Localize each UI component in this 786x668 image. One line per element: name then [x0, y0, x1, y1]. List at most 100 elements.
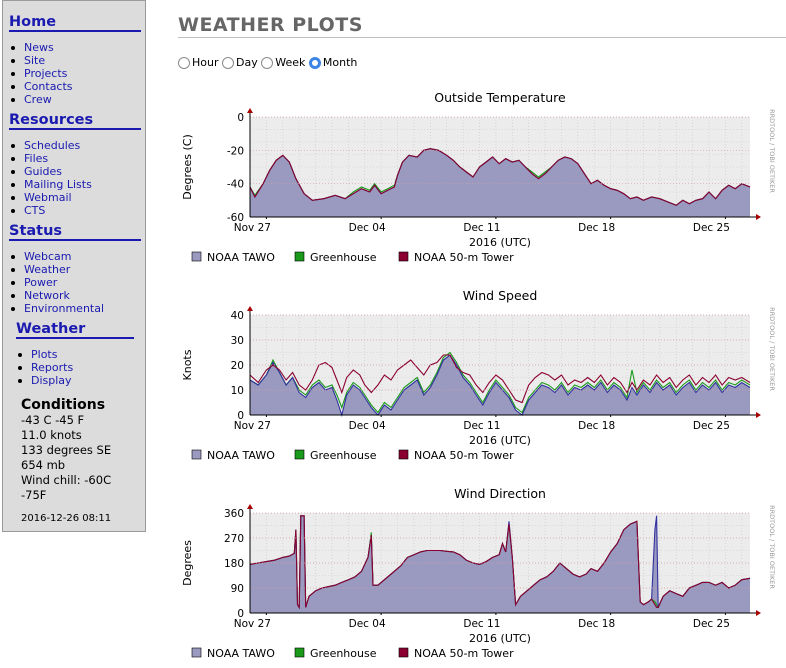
nav-section-home[interactable]: Home [9, 14, 141, 32]
x-tick-label: Nov 27 [234, 618, 271, 630]
legend-swatch-noaa-50-m-tower [398, 449, 409, 460]
legend-swatch-greenhouse [294, 251, 305, 262]
nav-item-files[interactable]: Files [10, 152, 92, 165]
nav-list-weather: Plots Reports Display [17, 348, 73, 387]
x-tick-label: Dec 11 [463, 222, 500, 234]
nav-item-cts[interactable]: CTS [10, 204, 92, 217]
conditions-temperature: -43 C -45 F [21, 413, 85, 427]
legend-swatch-greenhouse [294, 647, 305, 658]
series-area-noaa-tawo [250, 355, 750, 415]
range-week-radio[interactable]: Week [261, 56, 305, 69]
x-tick-label: Dec 25 [693, 618, 730, 630]
y-tick-label: -60 [227, 212, 244, 224]
page-title: WEATHER PLOTS [178, 14, 363, 36]
nav-item-guides[interactable]: Guides [10, 165, 92, 178]
nav-item-power[interactable]: Power [10, 276, 104, 289]
radio-selected-icon[interactable] [308, 56, 321, 69]
range-day-radio[interactable]: Day [222, 56, 258, 69]
legend-label-noaa-50-m-tower: NOAA 50-m Tower [414, 449, 514, 462]
nav-item-reports[interactable]: Reports [17, 361, 73, 374]
x-axis-arrow-icon [756, 214, 761, 220]
legend-swatch-noaa-tawo [191, 449, 202, 460]
x-tick-label: Nov 27 [234, 222, 271, 234]
y-tick-label: 0 [237, 410, 244, 422]
series-line-noaa-50-m-tower [249, 515, 751, 610]
x-tick-label: Dec 04 [349, 618, 386, 630]
radio-icon[interactable] [261, 56, 274, 69]
y-axis-arrow-icon [247, 306, 253, 311]
series-line-noaa-tawo [249, 354, 751, 418]
series-line-noaa-50-m-tower [249, 354, 751, 404]
series-area-noaa-tawo [250, 148, 750, 217]
x-tick-label: Dec 18 [578, 222, 615, 234]
legend-label-noaa-50-m-tower: NOAA 50-m Tower [414, 647, 514, 660]
chart-title: Outside Temperature [434, 90, 566, 105]
x-tick-label: Dec 25 [693, 420, 730, 432]
y-tick-label: 30 [231, 335, 244, 347]
conditions-panel: Conditions -43 C -45 F 11.0 knots 133 de… [21, 397, 146, 524]
y-tick-label: -20 [227, 145, 244, 157]
legend-swatch-noaa-tawo [191, 251, 202, 262]
series-line-noaa-50-m-tower [249, 148, 751, 206]
nav-item-webmail[interactable]: Webmail [10, 191, 92, 204]
x-tick-label: Dec 11 [463, 420, 500, 432]
y-tick-label: 360 [224, 508, 244, 520]
legend-label-greenhouse: Greenhouse [310, 449, 377, 462]
nav-list-home: News Site Projects Contacts Crew [10, 41, 73, 106]
conditions-timestamp: 2016-12-26 08:11 [21, 513, 112, 524]
nav-item-display[interactable]: Display [17, 374, 73, 387]
nav-section-resources[interactable]: Resources [9, 112, 141, 130]
range-hour-radio[interactable]: Hour [178, 56, 219, 69]
legend-label-noaa-tawo: NOAA TAWO [207, 251, 275, 264]
chart-wind-speed: Wind Speed 0 10 20 30 40 Nov 27 Dec 04 Dec 11 Dec… [181, 288, 776, 462]
nav-item-environmental[interactable]: Environmental [10, 302, 104, 315]
series-line-greenhouse [249, 351, 751, 414]
y-axis-arrow-icon [247, 504, 253, 509]
y-axis-label: Knots [181, 349, 194, 380]
conditions-wind-chill: Wind chill: -60C [21, 473, 112, 487]
nav-item-webcam[interactable]: Webcam [10, 250, 104, 263]
nav-section-status[interactable]: Status [9, 223, 141, 241]
nav-item-plots[interactable]: Plots [17, 348, 73, 361]
nav-item-schedules[interactable]: Schedules [10, 139, 92, 152]
x-tick-label: Dec 18 [578, 618, 615, 630]
x-tick-label: Dec 25 [693, 222, 730, 234]
nav-item-projects[interactable]: Projects [10, 67, 73, 80]
x-tick-label: Nov 27 [234, 420, 271, 432]
range-month-radio[interactable]: Month [308, 56, 357, 69]
y-tick-label: -40 [227, 179, 244, 191]
nav-list-status: Webcam Weather Power Network Environment… [10, 250, 104, 315]
x-axis-label: 2016 (UTC) [469, 434, 531, 447]
nav-section-weather[interactable]: Weather [16, 321, 134, 339]
main-content: WEATHER PLOTS Hour Day Week Month Outsid… [178, 0, 786, 668]
legend-swatch-noaa-tawo [191, 647, 202, 658]
nav-item-contacts[interactable]: Contacts [10, 80, 73, 93]
nav-item-network[interactable]: Network [10, 289, 104, 302]
conditions-title: Conditions [21, 397, 106, 413]
chart-title: Wind Speed [463, 288, 538, 303]
conditions-wind-chill-f: -75F [21, 488, 47, 502]
x-tick-label: Dec 18 [578, 420, 615, 432]
nav-item-mailing-lists[interactable]: Mailing Lists [10, 178, 92, 191]
title-divider [178, 37, 786, 38]
legend-swatch-greenhouse [294, 449, 305, 460]
legend-swatch-noaa-50-m-tower [398, 251, 409, 262]
nav-item-site[interactable]: Site [10, 54, 73, 67]
y-tick-label: 270 [224, 533, 244, 545]
range-selector: Hour Day Week Month [178, 56, 357, 72]
conditions-pressure: 654 mb [21, 458, 66, 472]
conditions-wind-direction: 133 degrees SE [21, 443, 112, 457]
radio-icon[interactable] [222, 56, 234, 69]
x-axis-label: 2016 (UTC) [469, 236, 531, 249]
radio-icon[interactable] [178, 56, 190, 69]
nav-item-news[interactable]: News [10, 41, 73, 54]
y-axis-label: Degrees (C) [181, 134, 194, 200]
x-tick-label: Dec 11 [463, 618, 500, 630]
x-tick-label: Dec 04 [349, 420, 386, 432]
legend-swatch-noaa-50-m-tower [398, 647, 409, 658]
x-axis-label: 2016 (UTC) [469, 632, 531, 645]
nav-item-weather[interactable]: Weather [10, 263, 104, 276]
y-tick-label: 180 [224, 558, 244, 570]
nav-item-crew[interactable]: Crew [10, 93, 73, 106]
